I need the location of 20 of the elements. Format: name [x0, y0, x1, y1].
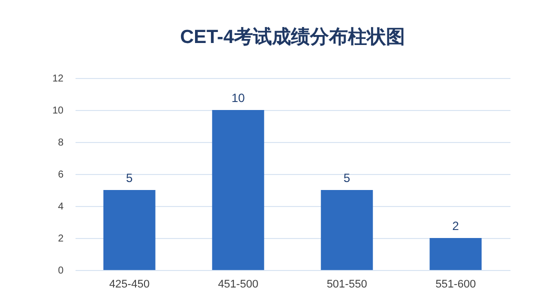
x-tick-label: 501-550 — [326, 278, 368, 290]
data-label: 5 — [344, 171, 351, 185]
bar — [430, 238, 482, 270]
y-tick-label: 8 — [58, 138, 64, 148]
y-tick-label: 0 — [58, 266, 64, 276]
y-tick-label: 4 — [58, 202, 64, 212]
bar — [212, 110, 264, 270]
y-tick-label: 2 — [58, 234, 64, 244]
x-tick-label: 425-450 — [109, 278, 150, 290]
data-label: 10 — [231, 91, 246, 105]
bar — [103, 190, 156, 270]
data-label: 5 — [126, 171, 134, 185]
y-tick-label: 10 — [52, 106, 64, 116]
x-tick-label: 551-600 — [435, 278, 476, 290]
y-tick-label: 12 — [52, 74, 64, 84]
data-label: 2 — [452, 219, 460, 233]
bar — [320, 190, 373, 270]
chart-title: CET-4考试成绩分布柱状图 — [180, 26, 405, 48]
y-tick-label: 6 — [58, 170, 64, 180]
x-tick-label: 451-500 — [218, 278, 258, 290]
